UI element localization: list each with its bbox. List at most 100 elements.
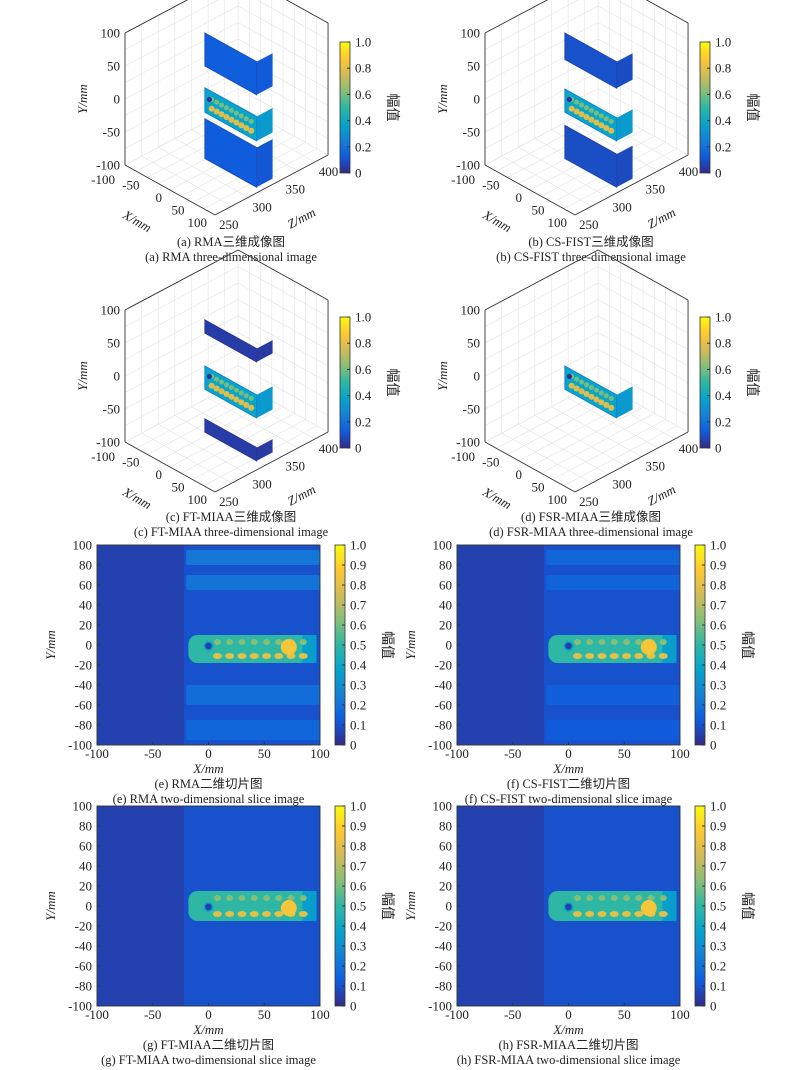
target-blob: [564, 124, 618, 189]
hotspot: [588, 107, 594, 113]
hotspot: [621, 653, 631, 659]
x-tick-label: 0: [156, 190, 163, 205]
hotspot: [219, 379, 225, 385]
hole: [203, 902, 214, 912]
caption-en: (f) CS-FIST two-dimensional slice image: [465, 792, 673, 806]
colorbar-tick-label: 0.9: [710, 558, 726, 573]
grid-line: [141, 432, 232, 484]
x-tick-label: -50: [144, 746, 161, 761]
colorbar-tick-label: 0.5: [350, 638, 366, 653]
y-tick-label: 80: [439, 819, 452, 834]
hotspot: [213, 385, 220, 392]
hotspot: [243, 393, 249, 399]
x-tick-label: 0: [516, 467, 523, 482]
box-edge: [484, 249, 599, 311]
hotspot: [608, 404, 615, 411]
x-tick-label: 0: [516, 190, 523, 205]
hotspot: [572, 653, 582, 659]
y-axis-label: Y/mm: [43, 891, 58, 921]
hotspot: [214, 376, 220, 382]
hotspot: [593, 110, 599, 116]
box-edge: [645, 0, 689, 24]
y-tick-label: 40: [439, 859, 452, 874]
z-tick-label: 350: [286, 182, 306, 197]
z-axis-label: Z/mm: [645, 204, 678, 231]
hotspot: [583, 105, 589, 111]
caption-cn: (c) FT-MIAA三维成像图: [166, 510, 296, 524]
grid-line: [484, 266, 599, 327]
colorbar-tick-label: 0.5: [710, 638, 726, 653]
colorbar-tick-label: 0: [715, 441, 722, 456]
y-tick-label: 100: [73, 799, 93, 814]
x-axis: [484, 164, 576, 216]
hotspot: [603, 401, 610, 408]
y-tick-label: -50: [103, 402, 120, 417]
x-tick-label: 0: [565, 746, 572, 761]
hotspot: [237, 653, 247, 659]
colorbar-tick-label: 0.6: [715, 362, 732, 377]
colorbar-tick-label: 0.2: [355, 139, 371, 154]
hotspot: [219, 102, 225, 108]
hotspot: [597, 653, 607, 659]
colorbar-tick-label: 0.1: [710, 718, 726, 733]
hotspot: [275, 639, 283, 645]
y-tick-label: 60: [79, 839, 92, 854]
z-tick-label: 300: [252, 199, 272, 214]
colorbar-tick-label: 0.6: [710, 618, 727, 633]
hotspot: [635, 895, 643, 901]
z-tick-label: 250: [219, 217, 239, 232]
x-tick-label: 0: [205, 1007, 212, 1022]
colorbar-tick-label: 0.7: [710, 598, 727, 613]
y-tick-label: 80: [79, 558, 92, 573]
target-blob: [204, 117, 258, 189]
colorbar-tick-label: 1.0: [710, 538, 726, 553]
hotspot: [214, 99, 220, 105]
grid-line: [124, 299, 239, 360]
colorbar-tick-label: 1.0: [355, 310, 371, 325]
hotspot: [238, 399, 245, 406]
x-axis-label: X/mm: [479, 207, 514, 236]
z-tick-label: 350: [286, 459, 306, 474]
hotspot: [610, 639, 618, 645]
caption-cn: (b) CS-FIST三维成像图: [528, 235, 653, 249]
hotspot: [610, 895, 618, 901]
box-edge: [237, 249, 329, 301]
heatmap: [457, 806, 680, 1006]
caption-en: (c) FT-MIAA three-dimensional image: [134, 525, 329, 539]
x-tick-label: -100: [445, 1007, 469, 1022]
hotspot: [250, 639, 258, 645]
hotspot: [238, 639, 246, 645]
colorbar-tick-label: 0.8: [350, 839, 366, 854]
grid-line: [552, 419, 666, 480]
colorbar-tick-label: 0.8: [715, 336, 731, 351]
colorbar: [699, 316, 711, 449]
z-axis: [214, 154, 329, 216]
x-tick-label: -50: [482, 455, 499, 470]
x-tick-label: 100: [310, 746, 330, 761]
colorbar: [339, 316, 351, 449]
colorbar-tick-label: 0.4: [715, 388, 732, 403]
z-tick-label: 400: [319, 441, 339, 456]
caption-en: (e) RMA two-dimensional slice image: [113, 792, 305, 806]
y-tick-label: -20: [75, 919, 92, 934]
hotspot: [588, 393, 595, 400]
hotspot: [585, 911, 595, 917]
x-axis: [124, 164, 216, 216]
hotspot: [609, 653, 619, 659]
grid-line: [124, 22, 239, 83]
x-axis-label: X/mm: [479, 484, 514, 513]
y-axis-label: Y/mm: [403, 891, 418, 921]
x-tick-label: 50: [618, 1007, 631, 1022]
y-tick-label: -60: [435, 959, 452, 974]
y-tick-label: 40: [439, 598, 452, 613]
y-tick-label: 80: [79, 819, 92, 834]
hotspot: [298, 653, 308, 659]
hotspot: [634, 911, 644, 917]
grid-line: [158, 147, 249, 198]
y-tick-label: 60: [439, 578, 452, 593]
hotspot: [233, 110, 239, 116]
hotspot: [573, 895, 581, 901]
y-tick-label: 0: [446, 899, 453, 914]
target-region: [546, 685, 680, 705]
y-tick-label: 0: [474, 369, 481, 384]
